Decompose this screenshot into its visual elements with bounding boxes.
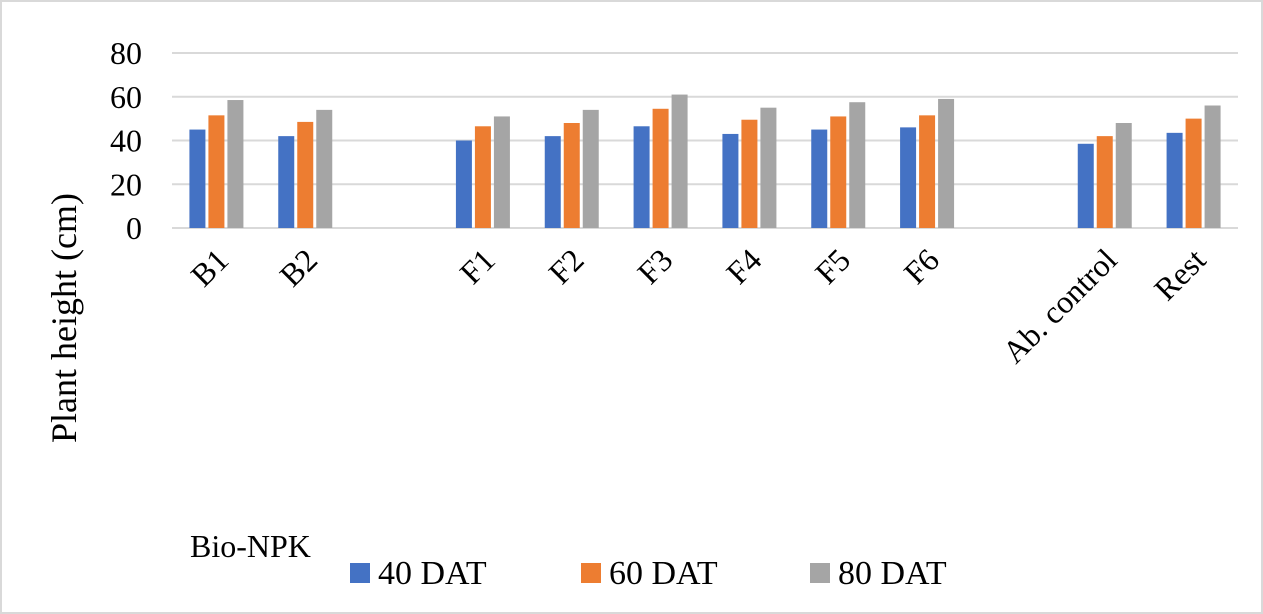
bar [563, 123, 580, 228]
bar [1185, 118, 1202, 228]
bar [671, 94, 688, 228]
bar [849, 102, 866, 228]
bar [830, 116, 847, 228]
bar [760, 107, 777, 228]
legend-label: 80 DAT [838, 555, 947, 592]
bar [652, 108, 669, 228]
bar [741, 119, 758, 228]
bar [1096, 136, 1113, 228]
legend: 40 DAT 60 DAT 80 DAT [350, 555, 947, 592]
y-axis-ticks: 0 20 40 60 80 [110, 35, 142, 246]
bar [919, 115, 936, 228]
y-tick-label: 60 [110, 79, 142, 115]
bar [455, 140, 472, 228]
bar [208, 115, 225, 228]
legend-label: 60 DAT [609, 555, 718, 592]
bar [297, 121, 314, 228]
bar [900, 127, 917, 228]
legend-label: 40 DAT [378, 555, 487, 592]
legend-swatch [810, 563, 830, 583]
bar [722, 133, 739, 228]
bar [278, 136, 295, 228]
bar [811, 129, 828, 228]
bar [227, 100, 244, 228]
bar [1077, 143, 1094, 228]
bar [189, 129, 206, 228]
y-axis-title: Plant height (cm) [44, 193, 84, 443]
bars [189, 94, 1221, 228]
bar [1115, 123, 1132, 228]
bar [1204, 105, 1221, 228]
bar [633, 126, 650, 228]
bar [582, 109, 599, 228]
legend-swatch [581, 563, 601, 583]
legend-swatch [350, 563, 370, 583]
bar [316, 109, 333, 228]
y-tick-label: 40 [110, 123, 142, 159]
bio-npk-annotation: Bio-NPK [190, 528, 311, 564]
bar [938, 98, 955, 228]
bar [1166, 132, 1183, 228]
gridlines [172, 52, 1238, 229]
y-tick-label: 80 [110, 35, 142, 71]
bar [544, 136, 561, 228]
bar [474, 126, 491, 228]
y-tick-label: 0 [126, 210, 142, 246]
y-tick-label: 20 [110, 166, 142, 202]
bar [493, 116, 510, 228]
